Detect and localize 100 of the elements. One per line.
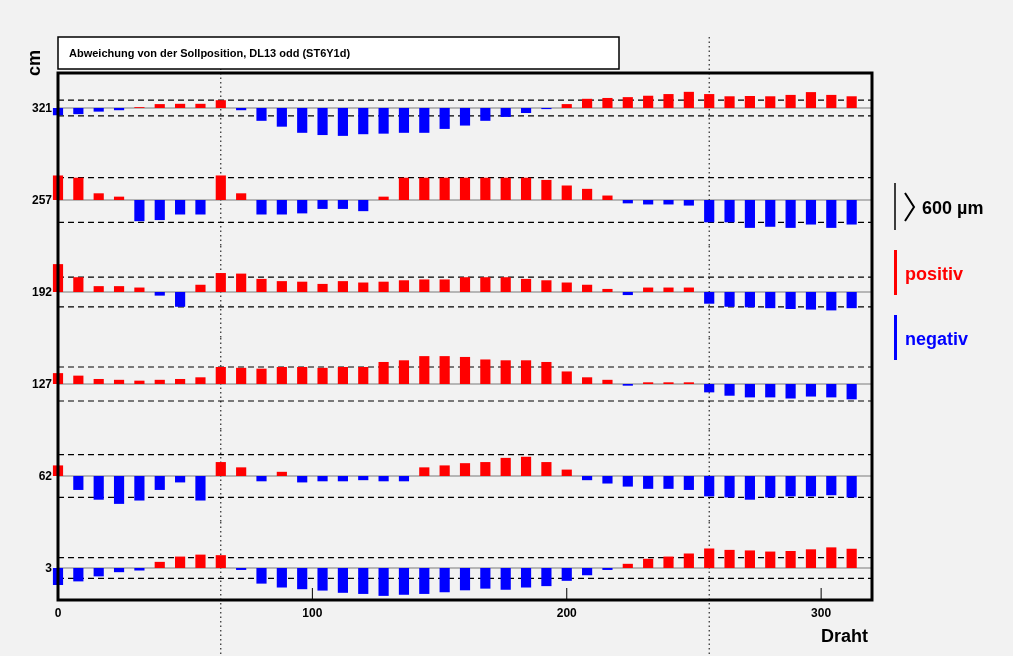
bar: [154, 104, 165, 108]
bar: [419, 356, 430, 384]
bar: [785, 550, 796, 568]
bar: [602, 476, 613, 484]
bar: [500, 277, 511, 292]
bar: [704, 94, 715, 108]
bar: [765, 551, 776, 568]
bar: [378, 281, 389, 292]
bar: [643, 95, 654, 108]
bar: [215, 175, 226, 200]
bar: [134, 476, 145, 501]
bar: [195, 377, 206, 384]
bar: [520, 360, 532, 384]
bar: [73, 568, 84, 582]
bar: [846, 548, 857, 568]
bar: [622, 476, 633, 487]
bar: [398, 280, 410, 292]
bar: [561, 469, 572, 476]
bar: [724, 476, 735, 498]
bar: [459, 177, 471, 200]
bar: [582, 476, 593, 481]
x-tick-label: 200: [556, 606, 578, 620]
bar: [276, 281, 287, 292]
bar: [683, 91, 694, 108]
bar: [378, 361, 389, 384]
bar: [500, 360, 511, 384]
bar: [195, 476, 206, 501]
text: positiv: [905, 264, 964, 284]
bar: [154, 292, 165, 296]
bar: [582, 284, 593, 292]
bar: [805, 549, 817, 568]
bar: [73, 476, 84, 490]
bar: [459, 356, 471, 384]
bar: [317, 283, 328, 292]
bar: [480, 108, 491, 121]
bar: [744, 96, 755, 108]
bar: [215, 555, 226, 568]
bar: [93, 568, 104, 577]
bar: [358, 366, 369, 384]
bar: [826, 384, 837, 398]
bar: [358, 568, 369, 594]
bar: [826, 547, 837, 568]
bar: [561, 282, 572, 292]
bar: [419, 279, 430, 292]
bar: [744, 292, 755, 308]
bar: [195, 554, 206, 568]
bar: [826, 476, 837, 496]
bar: [154, 476, 165, 490]
bar: [683, 476, 694, 490]
text: 62: [38, 469, 53, 484]
bar: [602, 97, 613, 108]
text: 3: [45, 561, 53, 576]
bar: [480, 462, 491, 476]
bar: [643, 476, 654, 489]
bar: [175, 556, 186, 568]
bar: [93, 108, 104, 112]
bar: [398, 177, 410, 200]
bar: [337, 200, 348, 209]
bar: [398, 108, 410, 133]
bar: [683, 553, 694, 568]
bar: [439, 465, 450, 476]
bar: [704, 200, 715, 223]
bar: [317, 367, 328, 384]
y-axis-title: cm: [24, 49, 44, 77]
bar: [378, 568, 389, 596]
bar: [439, 279, 450, 292]
bar: [744, 200, 755, 228]
bar: [297, 366, 308, 384]
bar: [317, 476, 328, 482]
bar: [276, 366, 287, 384]
bar: [724, 292, 735, 307]
bar: [93, 476, 104, 500]
bar: [358, 282, 369, 292]
bar: [113, 476, 125, 504]
bar: [236, 467, 247, 476]
bar: [744, 476, 755, 500]
bar: [663, 476, 674, 489]
bar: [500, 177, 511, 200]
bar: [439, 177, 450, 200]
bar: [175, 292, 186, 307]
bar: [826, 94, 837, 108]
bar: [256, 278, 267, 292]
bar: [419, 177, 430, 200]
bar: [561, 104, 572, 108]
bar: [561, 568, 572, 581]
bar: [541, 462, 552, 476]
text: 127: [31, 377, 53, 392]
bar: [398, 568, 410, 595]
bar: [724, 96, 735, 108]
bar: [256, 476, 267, 482]
bar: [378, 476, 389, 482]
bar: [337, 568, 348, 593]
bar: [704, 292, 715, 304]
bar: [317, 200, 328, 209]
chart-title: Abweichung von der Sollposition, DL13 odd (ST6Y1d): [69, 47, 351, 59]
bar: [805, 476, 817, 497]
bar: [337, 366, 348, 384]
bar: [276, 200, 287, 215]
bar: [602, 288, 613, 292]
bar: [765, 200, 776, 227]
